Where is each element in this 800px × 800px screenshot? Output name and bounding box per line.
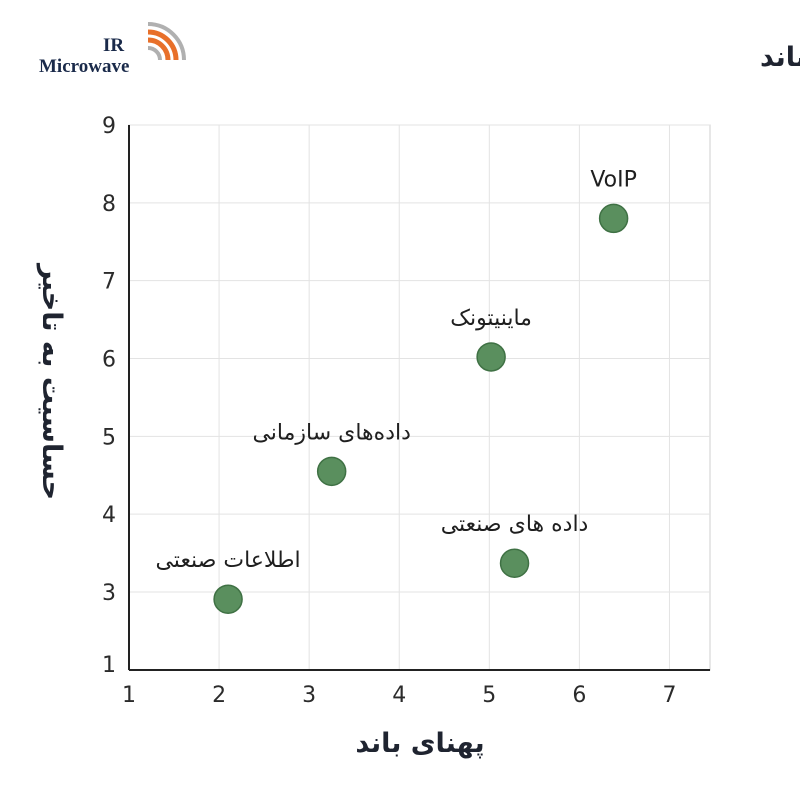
data-point xyxy=(499,548,530,578)
y-tick-label: 5 xyxy=(102,425,116,450)
point-label: اطلاعات صنعتی xyxy=(155,548,300,573)
y-tick-label: 4 xyxy=(102,503,116,528)
x-tick-label: 2 xyxy=(212,683,226,708)
plot-area xyxy=(128,124,711,671)
x-tick-label: 4 xyxy=(392,683,406,708)
y-tick-label: 3 xyxy=(102,581,116,606)
ir-microwave-logo: IR Microwave xyxy=(39,22,186,77)
logo-line1: IR xyxy=(103,35,124,56)
point-label: داده های صنعتی xyxy=(441,512,589,537)
gridlines xyxy=(129,124,710,670)
y-tick-label: 1 xyxy=(102,653,116,678)
axes xyxy=(128,125,710,671)
y-tick-label: 9 xyxy=(102,114,116,139)
x-axis-title: پهنای باند xyxy=(355,728,484,759)
x-tick-label: 5 xyxy=(482,683,496,708)
x-tick-label: 3 xyxy=(302,683,316,708)
data-point xyxy=(476,342,506,372)
point-label: ماینیتونک xyxy=(450,306,532,331)
point-label: داده‌های سازمانی xyxy=(252,420,410,445)
point-labels: اطلاعات صنعتی داده‌های سازمانی ماینیتونک دا… xyxy=(155,167,636,573)
y-tick-labels: 1 3 4 5 6 7 8 9 xyxy=(102,114,116,678)
logo-line2: Microwave xyxy=(39,56,129,77)
y-tick-label: 8 xyxy=(102,192,116,217)
x-tick-label: 1 xyxy=(122,683,136,708)
x-tick-label: 6 xyxy=(572,683,586,708)
data-point xyxy=(316,456,347,487)
data-point xyxy=(213,584,243,614)
y-tick-label: 7 xyxy=(102,270,116,295)
x-tick-label: 7 xyxy=(662,683,676,708)
chart-title: حساسیت به تاخیر و نیاز پهنای باند xyxy=(760,42,800,73)
y-tick-label: 6 xyxy=(102,348,116,373)
data-point xyxy=(598,203,629,234)
x-tick-labels: 1 2 3 4 5 6 7 xyxy=(122,683,676,708)
point-label: VoIP xyxy=(590,167,637,192)
y-axis-title: حساسیت به تاخیر xyxy=(36,262,67,500)
data-points xyxy=(213,203,629,614)
